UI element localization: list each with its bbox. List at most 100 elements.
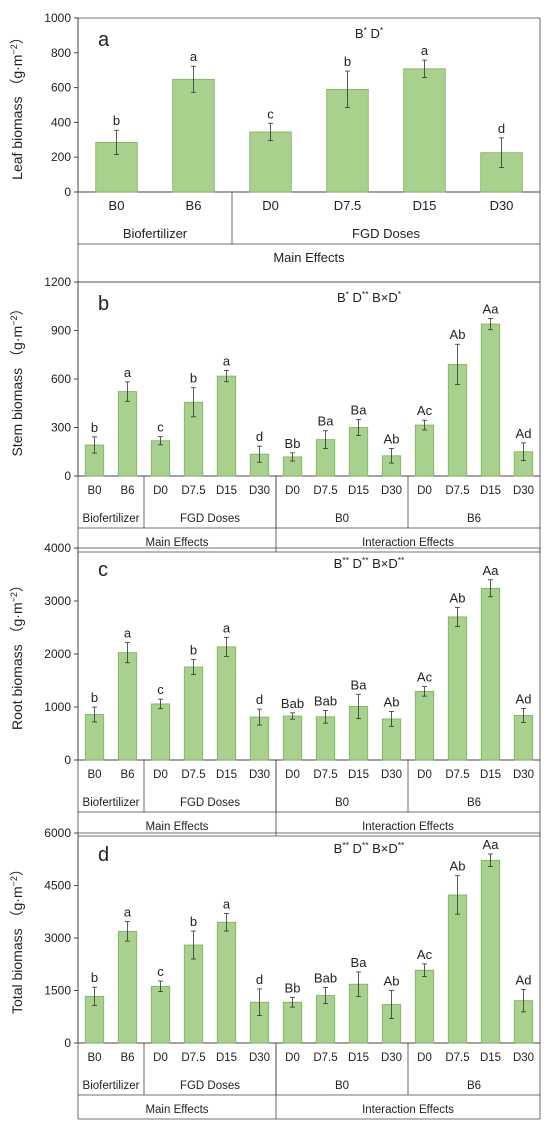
category-label: D0 bbox=[262, 198, 279, 213]
significance-letter: Ab bbox=[450, 590, 466, 605]
category-label: D30 bbox=[513, 769, 534, 781]
group-label: FGD Doses bbox=[352, 226, 420, 241]
significance-letter: Aa bbox=[483, 837, 500, 852]
significance-letter: Ad bbox=[516, 972, 532, 987]
y-tick-label: 600 bbox=[51, 81, 71, 95]
group-label: B6 bbox=[467, 513, 481, 525]
category-label: B0 bbox=[109, 198, 125, 213]
category-label: D30 bbox=[513, 485, 534, 497]
significance-letter: a bbox=[223, 897, 231, 912]
y-tick-label: 0 bbox=[64, 185, 71, 199]
y-tick-label: 6000 bbox=[44, 826, 71, 840]
significance-letter: Ab bbox=[384, 695, 400, 710]
category-label: D30 bbox=[249, 1052, 270, 1064]
group-label: FGD Doses bbox=[180, 1080, 240, 1092]
significance-letter: Bab bbox=[314, 971, 337, 986]
significance-letter: Ad bbox=[516, 692, 532, 707]
section-label: Main Effects bbox=[273, 250, 345, 265]
y-tick-label: 0 bbox=[64, 469, 71, 483]
bar bbox=[414, 969, 435, 1044]
group-label: FGD Doses bbox=[180, 797, 240, 809]
significance-letter: Bab bbox=[314, 693, 337, 708]
chart-panel-d: 0 1500 3000 4500 6000 Total biomass （g·m−2） d B… bbox=[9, 826, 541, 1120]
significance-label: B* D** B×D* bbox=[337, 289, 402, 305]
category-label: D30 bbox=[381, 485, 402, 497]
category-label: D7.5 bbox=[445, 769, 469, 781]
y-tick-label: 600 bbox=[51, 372, 71, 386]
section-label: Main Effects bbox=[145, 821, 208, 833]
category-label: D15 bbox=[413, 198, 437, 213]
group-label: B6 bbox=[467, 797, 481, 809]
group-label: Biofertilizer bbox=[83, 1080, 140, 1092]
category-label: D7.5 bbox=[313, 1052, 337, 1064]
category-label: D7.5 bbox=[181, 485, 205, 497]
category-label: D30 bbox=[381, 1052, 402, 1064]
y-tick-label: 1000 bbox=[44, 700, 71, 714]
bar bbox=[150, 703, 171, 761]
category-label: D7.5 bbox=[181, 769, 205, 781]
category-label: D15 bbox=[216, 1052, 237, 1064]
group-label: B6 bbox=[467, 1080, 481, 1092]
category-label: D7.5 bbox=[313, 769, 337, 781]
category-label: D15 bbox=[216, 485, 237, 497]
significance-letter: b bbox=[91, 420, 98, 435]
section-label: Interaction Effects bbox=[362, 537, 454, 549]
category-label: B6 bbox=[120, 485, 134, 497]
category-label: D15 bbox=[216, 769, 237, 781]
bar bbox=[172, 78, 215, 193]
y-tick-label: 1200 bbox=[44, 275, 71, 289]
bar bbox=[447, 894, 468, 1044]
significance-letter: Ba bbox=[351, 402, 368, 417]
bar bbox=[480, 587, 501, 761]
y-tick-label: 1500 bbox=[44, 984, 71, 998]
significance-letter: b bbox=[344, 54, 351, 69]
bar bbox=[282, 1001, 303, 1044]
significance-letter: a bbox=[190, 49, 198, 64]
group-label: Biofertilizer bbox=[83, 513, 140, 525]
category-label: D30 bbox=[490, 198, 514, 213]
category-label: D0 bbox=[153, 485, 168, 497]
significance-label: B** D** B×D** bbox=[334, 840, 405, 856]
bar bbox=[249, 131, 292, 193]
category-label: D15 bbox=[348, 1052, 369, 1064]
significance-letter: b bbox=[113, 113, 120, 128]
significance-letter: b bbox=[91, 970, 98, 985]
y-tick-label: 3000 bbox=[44, 594, 71, 608]
significance-letter: a bbox=[223, 620, 231, 635]
category-label: B6 bbox=[120, 769, 134, 781]
category-label: D30 bbox=[249, 769, 270, 781]
y-axis-label: Root biomass （g·m−2） bbox=[9, 578, 25, 730]
category-label: D0 bbox=[417, 769, 432, 781]
bar bbox=[150, 985, 171, 1044]
category-label: D0 bbox=[285, 769, 300, 781]
y-tick-label: 200 bbox=[51, 150, 71, 164]
category-label: D7.5 bbox=[445, 1052, 469, 1064]
category-label: D0 bbox=[285, 1052, 300, 1064]
section-label: Main Effects bbox=[145, 537, 208, 549]
section-label: Main Effects bbox=[145, 1104, 208, 1116]
group-label: B0 bbox=[335, 797, 349, 809]
significance-letter: Ac bbox=[417, 670, 433, 685]
group-label: Biofertilizer bbox=[83, 797, 140, 809]
bar bbox=[216, 375, 237, 477]
category-label: D15 bbox=[480, 485, 501, 497]
y-tick-label: 4000 bbox=[44, 541, 71, 555]
significance-letter: Ab bbox=[450, 327, 466, 342]
bar bbox=[183, 944, 204, 1044]
bar bbox=[216, 646, 237, 761]
category-label: D7.5 bbox=[334, 198, 361, 213]
y-tick-label: 800 bbox=[51, 46, 71, 60]
significance-letter: Bab bbox=[281, 696, 304, 711]
y-axis-label: Stem biomass （g·m−2） bbox=[9, 301, 25, 456]
significance-letter: Ac bbox=[417, 403, 433, 418]
significance-letter: Ac bbox=[417, 947, 433, 962]
panel-letter: d bbox=[98, 844, 109, 866]
y-tick-label: 2000 bbox=[44, 647, 71, 661]
significance-letter: Ab bbox=[450, 859, 466, 874]
y-axis-label: Total biomass （g·m−2） bbox=[9, 862, 25, 1014]
y-tick-label: 1000 bbox=[44, 11, 71, 25]
y-tick-label: 0 bbox=[64, 753, 71, 767]
category-label: D0 bbox=[417, 1052, 432, 1064]
category-label: D30 bbox=[513, 1052, 534, 1064]
